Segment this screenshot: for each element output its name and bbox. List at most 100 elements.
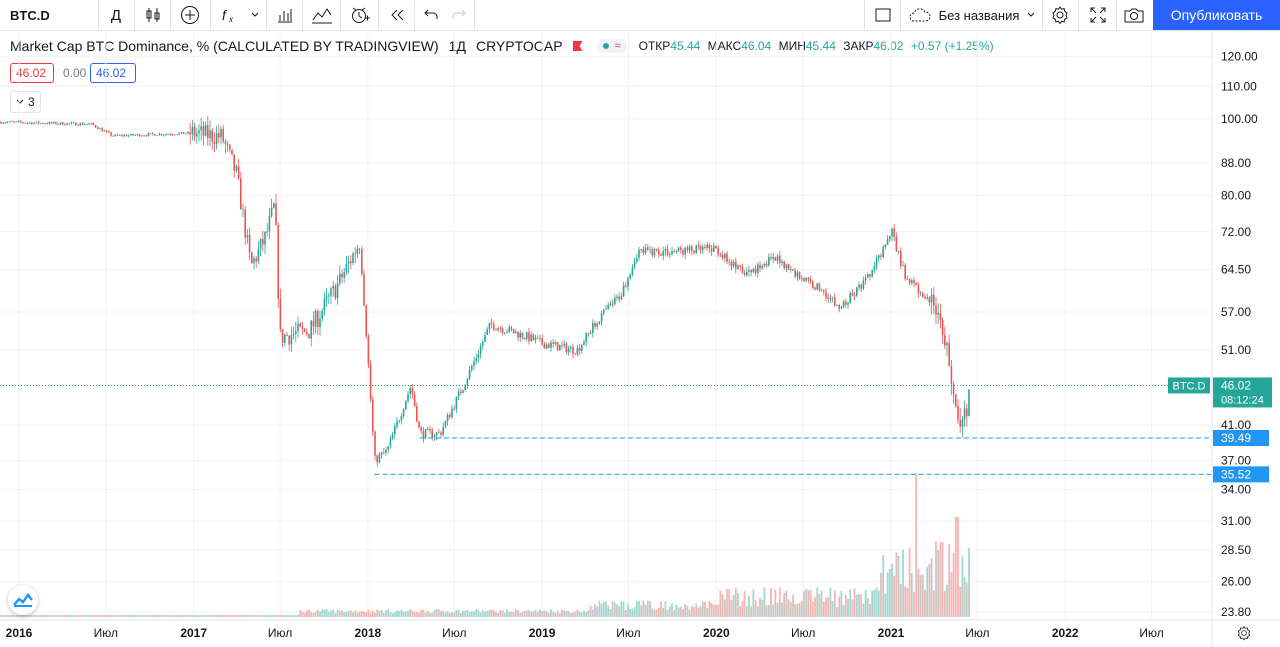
- volume-bar: [673, 609, 676, 617]
- candle-body: [33, 122, 35, 124]
- candle-body: [15, 121, 18, 123]
- candle-body: [385, 449, 387, 453]
- volume-bar: [365, 612, 368, 617]
- price-tick-label: 80.00: [1221, 189, 1251, 203]
- volume-bar: [79, 615, 82, 617]
- volume-bar: [873, 589, 876, 617]
- candle-body: [543, 344, 546, 349]
- candle-body: [809, 279, 812, 282]
- layout-box-icon[interactable]: [868, 0, 898, 30]
- volume-bar: [820, 590, 823, 617]
- redo-icon[interactable]: [446, 0, 472, 30]
- volume-bar: [165, 615, 167, 617]
- plus-circle-icon[interactable]: [174, 0, 206, 30]
- candle-body: [288, 335, 290, 345]
- volume-bar: [583, 610, 585, 617]
- candle-body: [704, 246, 706, 248]
- volume-bar: [589, 605, 592, 617]
- flag-icon[interactable]: [572, 41, 583, 51]
- volume-bar: [756, 606, 759, 617]
- volume-bar: [74, 615, 77, 617]
- volume-bar: [699, 606, 702, 617]
- volume-bar: [151, 615, 154, 617]
- candle-body: [125, 135, 128, 137]
- volume-bar: [169, 615, 172, 617]
- layout-name[interactable]: Без названия: [938, 7, 1020, 23]
- candle-body: [508, 327, 510, 333]
- volume-bar: [275, 615, 277, 617]
- candle-body: [774, 257, 777, 261]
- sell-price-box[interactable]: 46.02: [10, 63, 54, 83]
- camera-icon[interactable]: [1118, 0, 1150, 30]
- candle-body: [592, 323, 594, 334]
- volume-bar: [442, 610, 445, 617]
- volume-bar: [677, 607, 680, 617]
- fullscreen-icon[interactable]: [1082, 0, 1114, 30]
- volume-bar: [844, 595, 847, 617]
- candle-body: [748, 270, 750, 272]
- candle-body: [528, 332, 530, 342]
- time-tick-label: 2022: [1052, 626, 1079, 640]
- indicators-collapse-button[interactable]: 3: [10, 91, 41, 113]
- volume-bar: [435, 609, 438, 617]
- volume-bar: [92, 615, 95, 617]
- candle-body: [229, 144, 231, 150]
- replay-icon[interactable]: [382, 0, 412, 30]
- indicator-icon[interactable]: [306, 0, 338, 30]
- buy-price-box[interactable]: 46.02: [90, 63, 136, 83]
- volume-bar: [411, 610, 414, 617]
- candle-body: [299, 323, 301, 327]
- candle-body: [121, 135, 123, 137]
- market-status-pill[interactable]: ≈: [596, 39, 627, 53]
- bar-chart-icon[interactable]: [270, 0, 300, 30]
- candle-body: [77, 125, 79, 126]
- gear-icon[interactable]: [1044, 0, 1076, 30]
- volume-bar: [490, 609, 493, 617]
- chevron-down-icon[interactable]: [1022, 0, 1040, 30]
- volume-bar: [547, 612, 550, 617]
- interval-button[interactable]: Д: [110, 6, 122, 24]
- volume-bar: [952, 552, 955, 617]
- volume-bar: [655, 609, 658, 617]
- candle-body: [407, 394, 409, 402]
- candle-body: [453, 408, 455, 410]
- volume-bar: [283, 615, 286, 617]
- candles-icon[interactable]: [138, 0, 168, 30]
- legend-title[interactable]: Market Cap BTC Dominance, % (CALCULATED …: [10, 38, 439, 54]
- candle-body: [70, 122, 73, 124]
- candle-body: [365, 305, 367, 337]
- candle-body: [939, 312, 942, 320]
- candle-body: [930, 294, 933, 303]
- chevron-down-icon[interactable]: [244, 0, 266, 30]
- volume-bar: [717, 604, 720, 617]
- volume-bar: [629, 609, 632, 617]
- candle-body: [530, 334, 532, 342]
- publish-button[interactable]: Опубликовать: [1153, 0, 1280, 30]
- alert-icon[interactable]: [344, 0, 376, 30]
- undo-icon[interactable]: [418, 0, 444, 30]
- volume-bar: [209, 615, 211, 617]
- volume-bar: [904, 586, 907, 617]
- candle-body: [444, 420, 447, 428]
- candle-body: [268, 216, 271, 232]
- volume-bar: [347, 610, 350, 617]
- axis-settings-gear-icon[interactable]: [1236, 625, 1252, 641]
- symbol-search-button[interactable]: BTC.D: [10, 7, 50, 23]
- candle-body: [136, 134, 139, 136]
- volume-bar: [693, 607, 695, 617]
- candle-body: [873, 266, 876, 270]
- candle-body: [39, 122, 42, 124]
- volume-bar: [178, 615, 181, 617]
- volume-bar: [796, 603, 799, 617]
- candle-body: [248, 234, 251, 253]
- candle-body: [746, 271, 748, 276]
- volume-bar: [767, 604, 770, 617]
- candle-body: [834, 297, 836, 306]
- tradingview-logo-icon[interactable]: [8, 585, 38, 615]
- volume-bar: [327, 611, 330, 617]
- candle-body: [493, 324, 495, 330]
- volume-bar: [235, 615, 238, 617]
- volume-bar: [508, 611, 511, 617]
